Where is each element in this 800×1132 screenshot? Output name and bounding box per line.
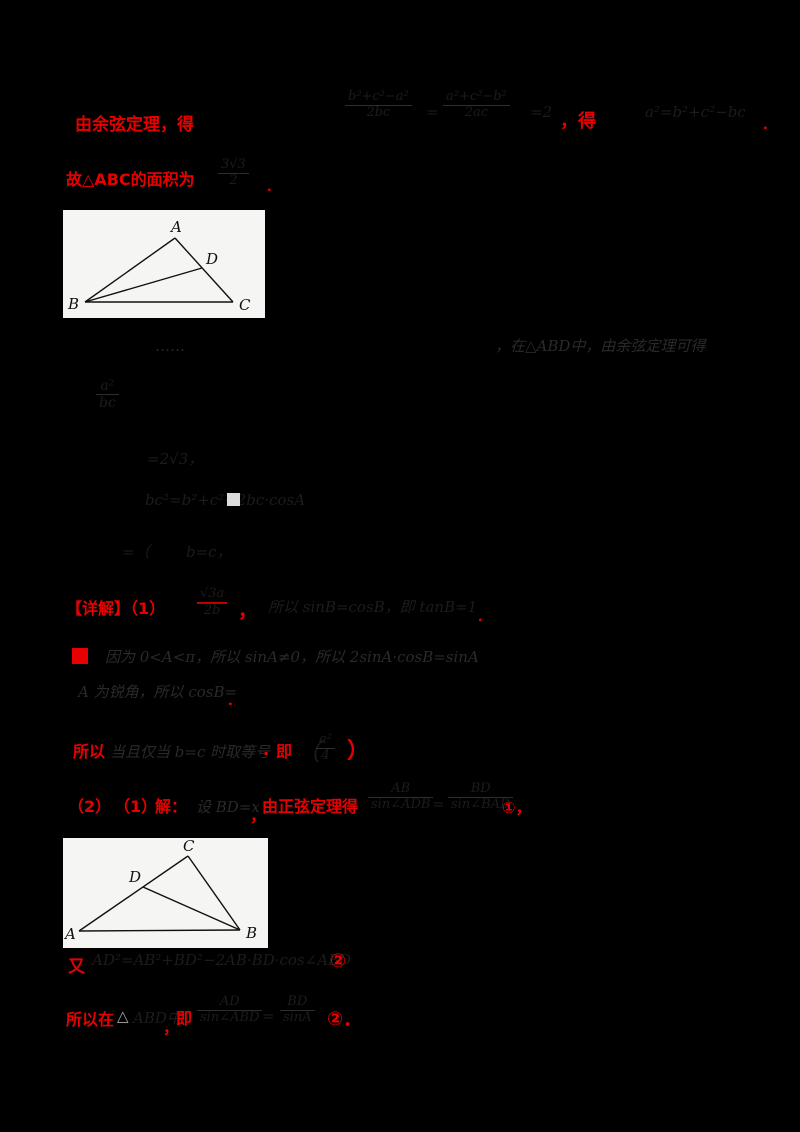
red-equation-tag: ②． [327,1008,363,1030]
faint-derivation-text: 当且仅当 b=c 时取等号 [110,743,271,761]
red-part-number: （2） [68,797,112,816]
math-fraction: b²+c²−a² 2bc [345,89,412,121]
faint-derivation-text: 所以 sinB=cosB，即 tanB=1 [268,598,478,616]
equals-sign: = [262,1007,275,1025]
red-inline-mark: 即 [276,742,293,761]
triangle-glyph: △ [117,1007,129,1025]
math-expression: a²=b²+c²−bc [645,103,746,121]
figure-triangle-abc: A B C D [63,210,265,318]
fraction-denominator: sinA [283,1009,312,1025]
red-inline-mark: ， [238,600,258,622]
faint-text-cosine-in-abd: ，在△ABD中，由余弦定理可得 [495,337,706,355]
fraction-numerator: b²+c²−a² [345,89,412,106]
math-expression: bc²=b²+c²−2bc·cosA [145,491,306,509]
fraction-denominator: sin∠ABD [200,1009,260,1025]
paren-open: （ [296,738,320,766]
math-expression: =（ [122,543,150,561]
faint-derivation-text: A 为锐角，所以 cosB= [78,683,238,701]
fraction-denominator: 4 [321,747,330,763]
red-annotation: 又 [68,957,85,977]
fraction-denominator: 2b [203,602,221,618]
red-inline-mark: 即 [176,1009,193,1028]
fraction-denominator: sin∠ADB [371,796,431,812]
fraction-numerator: 3√3 [218,157,249,174]
faint-ellipsis: …… [155,337,185,355]
red-annotation-area: 故△ABC的面积为 [66,170,195,189]
red-period: ． [227,693,241,709]
math-fraction: a² bc [96,378,119,411]
math-expression: =2√3， [147,450,204,468]
math-fraction: a²+c²−b² 2ac [443,89,510,121]
fraction-numerator: AB [368,781,434,798]
red-annotation: 所以 [73,742,106,761]
math-expression: b=c， [186,543,232,561]
faint-cosine-expansion: AD²=AB²+BD²−2AB·BD·cos∠ABD [92,951,352,969]
vertex-label-d: D [205,250,218,268]
fraction-numerator: a²+c²−b² [443,89,510,106]
equals-value: =2 [530,103,553,121]
vertex-label-c: C [239,296,251,314]
vertex-label-b: B [245,924,257,942]
red-comma: ， [163,1018,180,1037]
red-period: ． [762,117,776,133]
red-comma: ， [250,806,267,825]
faint-derivation-text: 因为 0<A<π，所以 sinA≠0，所以 2sinA·cosB=sinA [105,648,479,666]
vertex-label-a: A [63,925,76,943]
faint-text: ABD中 [133,1009,182,1027]
fraction-denominator: bc [99,395,116,412]
vertex-label-d: D [128,868,141,886]
fraction-denominator: 2bc [366,104,391,120]
red-period: ． [266,179,280,195]
fraction-denominator: sin∠BAD [451,796,511,812]
fraction-numerator: AD [197,994,263,1011]
math-fraction: BD sinA [280,994,315,1026]
triangle-diagram-1: A B C D [67,218,251,314]
red-solution-label: 【详解】（1） [66,599,166,618]
equals-sign: = [432,795,445,813]
math-fraction: 3√3 2 [218,157,249,189]
red-equation-tag: ①， [502,798,532,817]
red-inline-mark: ，得 [560,111,596,132]
red-annotation-sine-rule: 由正弦定理得 [262,797,359,816]
vertex-label-b: B [67,295,79,313]
faint-derivation-text: 设 BD=x [196,798,260,816]
math-fraction-red-underline: √3a 2b [197,586,228,619]
red-solve-label: 解： [155,797,188,816]
math-fraction: AB sin∠ADB [368,781,434,813]
fraction-denominator: 2 [229,172,238,188]
red-inline-mark: · [263,744,270,763]
highlight-box [227,493,240,506]
triangle-diagram-2: C A B D [63,838,257,943]
figure-triangle-abc-2: C A B D [63,838,268,948]
vertex-label-c: C [183,838,195,855]
red-period: ． [477,609,491,625]
red-annotation-cosine-rule: 由余弦定理，得 [75,115,194,135]
fraction-numerator: BD [280,994,315,1011]
math-fraction: BD sin∠BAD [448,781,514,813]
red-equation-tag: ② [330,950,347,972]
red-square-marker [72,648,88,664]
math-fraction: a² 4 [316,732,335,764]
fraction-numerator: a² [316,732,335,749]
math-fraction: AD sin∠ABD [197,994,263,1026]
equals-sign: = [426,103,439,121]
fraction-numerator: √3a [197,586,228,604]
vertex-label-a: A [169,218,182,236]
fraction-denominator: 2ac [464,104,489,120]
red-annotation: 所以在 [66,1010,115,1029]
red-part-number: （1） [114,797,158,816]
fraction-numerator: BD [448,781,514,798]
red-paren-close: ） [347,739,370,764]
fraction-numerator: a² [96,378,119,396]
